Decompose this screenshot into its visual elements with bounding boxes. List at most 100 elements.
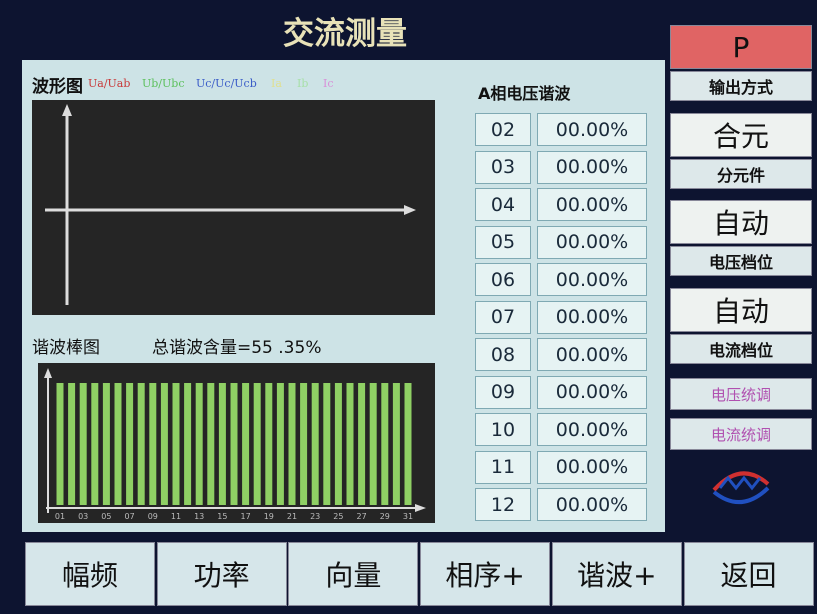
harmonic-bar (91, 383, 99, 505)
harmonic-order: 06 (475, 263, 531, 296)
legend-entry: Ic (323, 77, 334, 90)
harmonic-total: 总谐波含量=55 .35% (152, 338, 322, 358)
bottom-button[interactable]: 返回 (683, 542, 814, 606)
side-button[interactable]: 电流统调 (670, 418, 812, 450)
harmonic-label: 谐波棒图 (32, 338, 100, 358)
side-button-caption[interactable]: 分元件 (670, 159, 812, 189)
harmonic-bar (288, 383, 296, 505)
harmonic-axis-label: 31 (403, 512, 413, 521)
harmonic-axis-label: 01 (55, 512, 65, 521)
side-button[interactable]: 合元 (670, 113, 812, 157)
harmonic-bar-plot: 01 03 05 07 09 11 13 15 17 19 21 23 25 27 29 31 (38, 363, 435, 523)
harmonic-bar (392, 383, 400, 505)
harmonic-bar (126, 383, 134, 505)
side-button-caption[interactable]: 电压档位 (670, 246, 812, 276)
harmonic-bar (114, 383, 122, 505)
side-button[interactable]: 自动 (670, 288, 812, 332)
harmonic-bar (346, 383, 354, 505)
harmonic-value: 00.00% (537, 188, 647, 221)
bottom-button[interactable]: 幅频 (25, 542, 155, 606)
legend-entry: Ub/Ubc (142, 77, 185, 90)
harmonic-bar (79, 383, 87, 505)
harmonic-value: 00.00% (537, 263, 647, 296)
harmonic-axis-label: 07 (125, 512, 135, 521)
table-title: A相电压谐波 (478, 84, 571, 103)
harmonic-order: 03 (475, 150, 531, 184)
harmonic-bar (172, 383, 180, 505)
harmonic-order: 10 (475, 413, 531, 446)
legend-entry: Ib (297, 77, 309, 90)
harmonic-bar (369, 383, 377, 505)
harmonic-bar (230, 383, 238, 505)
harmonic-bar (56, 383, 64, 505)
bottom-button[interactable]: 谐波+ (551, 542, 682, 606)
harmonic-bar (184, 383, 192, 505)
harmonic-value: 00.00% (537, 225, 647, 259)
harmonic-order: 07 (475, 300, 531, 334)
harmonic-bar (404, 383, 412, 505)
harmonic-axis-label: 13 (194, 512, 204, 521)
harmonic-value: 00.00% (537, 150, 647, 184)
harmonic-value: 00.00% (537, 375, 647, 409)
harmonic-axis-label: 03 (78, 512, 88, 521)
side-button-caption[interactable]: 电流档位 (670, 334, 812, 364)
harmonic-value: 00.00% (537, 113, 647, 146)
harmonic-bar (160, 383, 168, 505)
side-button-caption[interactable]: 输出方式 (670, 71, 812, 101)
harmonic-order: 12 (475, 488, 531, 521)
harmonic-axis-label: 11 (171, 512, 181, 521)
harmonic-value: 00.00% (537, 488, 647, 521)
harmonic-bar (207, 383, 215, 505)
harmonic-order: 09 (475, 375, 531, 409)
harmonic-bar (276, 383, 284, 505)
harmonic-bar (195, 383, 203, 505)
side-button[interactable]: P (670, 25, 812, 69)
harmonic-bar (334, 383, 342, 505)
legend-entry: Ia (271, 77, 282, 90)
harmonic-axis-label: 19 (264, 512, 274, 521)
harmonic-axis-label: 25 (333, 512, 343, 521)
harmonic-bar (253, 383, 261, 505)
screen-title: 交流测量 (283, 16, 407, 52)
harmonic-axis-label: 05 (101, 512, 111, 521)
harmonic-bar (149, 383, 157, 505)
harmonic-bar (242, 383, 250, 505)
harmonic-value: 00.00% (537, 300, 647, 334)
legend-entry: Ua/Uab (88, 77, 131, 90)
side-button[interactable]: 自动 (670, 200, 812, 244)
bottom-button[interactable]: 向量 (288, 542, 419, 606)
harmonic-axis-label: 09 (148, 512, 158, 521)
bottom-button[interactable]: 相序+ (420, 542, 551, 606)
harmonic-value: 00.00% (537, 338, 647, 371)
harmonic-value: 00.00% (537, 450, 647, 484)
harmonic-bar (265, 383, 273, 505)
harmonic-bar (300, 383, 308, 505)
harmonic-axis-label: 29 (380, 512, 390, 521)
harmonic-value: 00.00% (537, 413, 647, 446)
bottom-button[interactable]: 功率 (156, 542, 287, 606)
harmonic-bar (358, 383, 366, 505)
side-button[interactable]: 电压统调 (670, 378, 812, 410)
harmonic-bar (218, 383, 226, 505)
harmonic-order: 11 (475, 450, 531, 484)
harmonic-order: 05 (475, 225, 531, 259)
harmonic-bar (311, 383, 319, 505)
harmonic-axis-label: 17 (241, 512, 251, 521)
waveform-label: 波形图 (32, 77, 83, 97)
harmonic-order: 02 (475, 113, 531, 146)
logo (712, 471, 770, 505)
harmonic-bar (102, 383, 110, 505)
harmonic-axis-label: 23 (310, 512, 320, 521)
harmonic-order: 08 (475, 338, 531, 371)
harmonic-axis-label: 15 (217, 512, 227, 521)
harmonic-bar (381, 383, 389, 505)
harmonic-bar (68, 383, 76, 505)
harmonic-axis-label: 27 (357, 512, 367, 521)
harmonic-order: 04 (475, 188, 531, 221)
legend-entry: Uc/Uc/Ucb (196, 77, 257, 90)
harmonic-axis-label: 21 (287, 512, 297, 521)
waveform-plot (32, 100, 435, 315)
harmonic-bar (137, 383, 145, 505)
harmonic-bar (323, 383, 331, 505)
